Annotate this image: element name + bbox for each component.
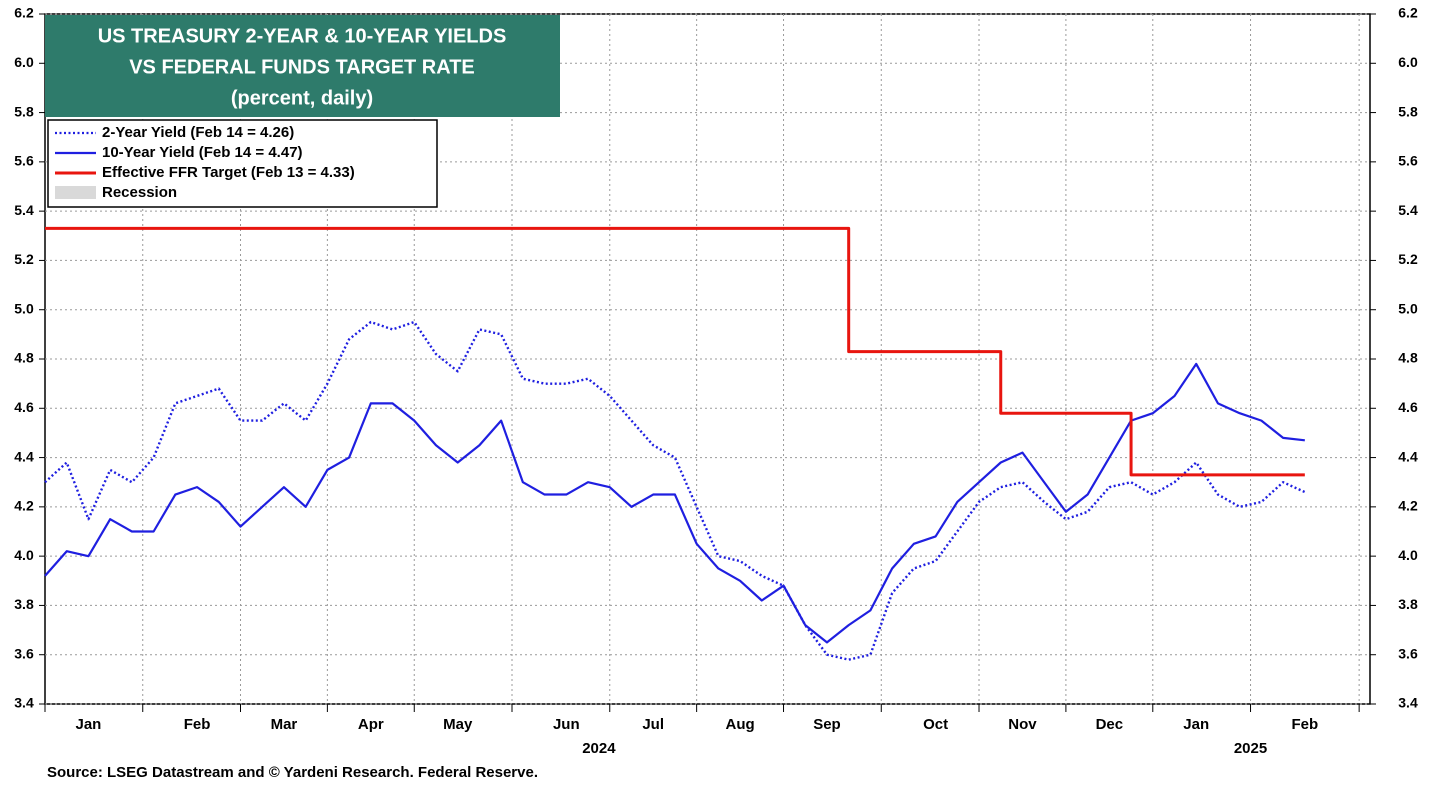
x-tick-label: Jan (1183, 716, 1209, 733)
y-tick-label: 5.4 (14, 202, 34, 218)
legend-label: 2-Year Yield (Feb 14 = 4.26) (102, 124, 294, 141)
chart-title: US TREASURY 2-YEAR & 10-YEAR YIELDS (98, 25, 507, 47)
series-line (45, 226, 1305, 477)
legend-label: Effective FFR Target (Feb 13 = 4.33) (102, 164, 355, 181)
y-tick-label: 6.0 (14, 54, 34, 70)
x-tick-label: Apr (358, 716, 384, 733)
legend-label: Recession (102, 184, 177, 201)
chart-subtitle: (percent, daily) (231, 87, 373, 109)
x-tick-label: Feb (1292, 716, 1319, 733)
x-tick-label: Jul (642, 716, 664, 733)
y2-tick-label: 4.8 (1398, 350, 1418, 366)
y-tick-label: 3.8 (14, 596, 34, 612)
x-tick-label: Feb (184, 716, 211, 733)
y2-tick-label: 5.2 (1398, 251, 1418, 267)
x-tick-label: Oct (923, 716, 948, 733)
y2-tick-label: 3.4 (1398, 695, 1418, 711)
y-tick-label: 5.2 (14, 251, 34, 267)
y2-tick-label: 5.4 (1398, 202, 1418, 218)
y-tick-label: 5.8 (14, 103, 34, 119)
y-tick-label: 5.6 (14, 153, 34, 169)
y2-tick-label: 5.0 (1398, 300, 1418, 316)
x-tick-label: Jan (76, 716, 102, 733)
x-tick-label: May (443, 716, 473, 733)
legend-box (47, 119, 438, 208)
y2-tick-label: 4.0 (1398, 547, 1418, 563)
year-label: 2025 (1234, 740, 1267, 757)
chart-title: VS FEDERAL FUNDS TARGET RATE (129, 56, 475, 78)
title-box (45, 15, 560, 117)
x-tick-label: Nov (1008, 716, 1037, 733)
y2-tick-label: 6.0 (1398, 54, 1418, 70)
legend-label: 10-Year Yield (Feb 14 = 4.47) (102, 144, 303, 161)
y-tick-label: 3.4 (14, 695, 34, 711)
legend-swatch (55, 186, 96, 199)
x-tick-label: Mar (271, 716, 298, 733)
y2-tick-label: 4.4 (1398, 448, 1418, 464)
x-tick-label: Dec (1096, 716, 1124, 733)
y2-tick-label: 3.6 (1398, 645, 1418, 661)
source-note: Source: LSEG Datastream and © Yardeni Re… (47, 764, 538, 781)
y-tick-label: 4.2 (14, 498, 34, 514)
x-tick-label: Sep (813, 716, 841, 733)
x-tick-label: Jun (553, 716, 580, 733)
y-tick-label: 3.6 (14, 645, 34, 661)
y-tick-label: 4.8 (14, 350, 34, 366)
y2-tick-label: 4.2 (1398, 498, 1418, 514)
series-line (44, 362, 1305, 644)
x-tick-label: Aug (725, 716, 754, 733)
y-tick-label: 6.2 (14, 5, 34, 21)
y-tick-label: 4.6 (14, 399, 34, 415)
y2-tick-label: 5.8 (1398, 103, 1418, 119)
year-label: 2024 (582, 740, 616, 757)
y2-tick-label: 6.2 (1398, 5, 1418, 21)
y2-tick-label: 3.8 (1398, 596, 1418, 612)
y-tick-label: 4.4 (14, 448, 34, 464)
y2-tick-label: 4.6 (1398, 399, 1418, 415)
series-line (44, 320, 1306, 661)
y-tick-label: 5.0 (14, 300, 34, 316)
y2-tick-label: 5.6 (1398, 153, 1418, 169)
y-tick-label: 4.0 (14, 547, 34, 563)
